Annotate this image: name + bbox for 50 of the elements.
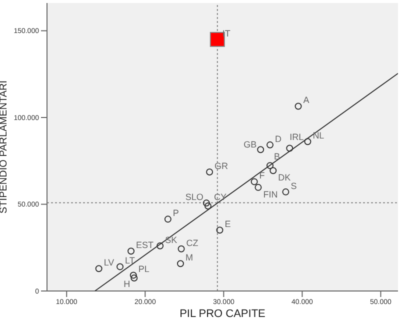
point: [266, 162, 274, 170]
annotation: B: [274, 152, 280, 162]
point: [176, 260, 184, 268]
point: [130, 272, 137, 279]
point: [266, 141, 274, 148]
annotation: F: [259, 170, 266, 181]
annotation: EST: [136, 240, 154, 250]
annotation: GB: [244, 140, 257, 150]
point: [250, 178, 258, 186]
annotation: PL: [138, 264, 150, 274]
point: [206, 168, 214, 176]
annotation: SK: [165, 234, 178, 245]
point: [270, 167, 277, 174]
point: [156, 242, 164, 250]
point: [95, 265, 102, 272]
point: [116, 263, 124, 270]
annotation: IT: [222, 28, 231, 38]
annotation: LV: [104, 258, 114, 268]
annotation: CY: [214, 192, 226, 202]
point: [164, 216, 172, 223]
point: [130, 274, 138, 282]
annotation: LT: [125, 256, 136, 266]
point: [216, 226, 224, 234]
point: [128, 248, 135, 255]
annotation: SLO: [185, 192, 204, 202]
annotation: E: [224, 219, 231, 230]
annotation: S: [290, 180, 297, 191]
annotation: P: [172, 208, 179, 218]
point: [204, 202, 212, 210]
annotation: NL: [312, 130, 324, 141]
y-axis-title: STIPENDIO PARLAMENTARI: [0, 80, 10, 214]
annotation: H: [124, 278, 130, 289]
annotation: IRL: [290, 132, 304, 142]
point: [178, 245, 185, 252]
point: [254, 184, 262, 191]
annotation: DK: [278, 172, 291, 183]
point: [210, 32, 225, 47]
point: [286, 144, 294, 152]
annotation: FIN: [263, 189, 278, 200]
point: [294, 102, 302, 110]
x-axis-title: PIL PRO CAPITE: [180, 308, 266, 320]
point: [202, 200, 210, 207]
point: [282, 188, 290, 196]
annotation: CZ: [186, 238, 199, 248]
point: [304, 138, 312, 146]
annotation: A: [303, 95, 310, 106]
annotation: GR: [214, 160, 229, 171]
annotation: D: [275, 134, 282, 144]
annotation: M: [185, 252, 193, 263]
point: [257, 146, 264, 154]
